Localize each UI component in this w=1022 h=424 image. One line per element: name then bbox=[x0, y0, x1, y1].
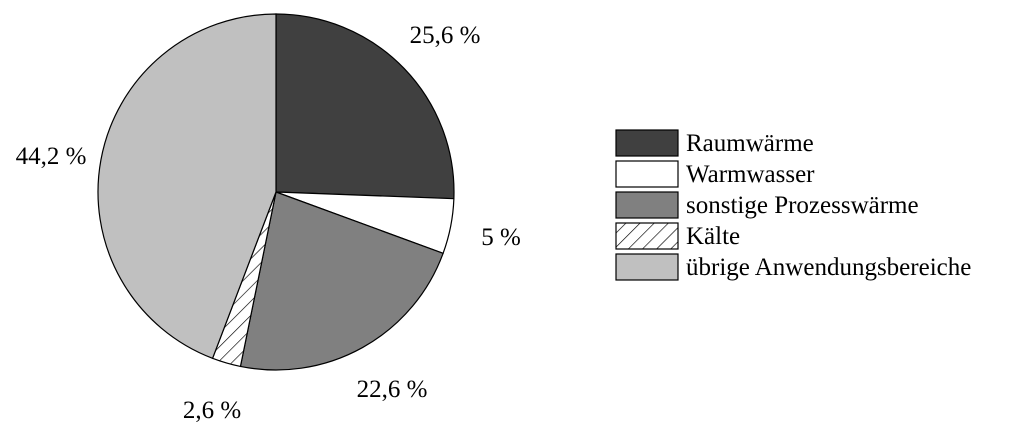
legend-swatch-5 bbox=[615, 253, 679, 281]
slice-value-label-4: 2,6 % bbox=[183, 397, 241, 424]
legend-swatch-4 bbox=[615, 222, 679, 250]
slice-value-label-5: 44,2 % bbox=[16, 143, 87, 170]
legend-label-1: Raumwärme bbox=[686, 130, 814, 157]
legend-swatch-1 bbox=[615, 129, 679, 157]
legend-label-5: übrige Anwendungsbereiche bbox=[686, 254, 971, 281]
pie-slice-5 bbox=[97, 13, 277, 360]
pie-slice-3 bbox=[239, 191, 444, 371]
slice-value-label-2: 5 % bbox=[481, 224, 521, 251]
pie-slice-1 bbox=[275, 13, 455, 200]
legend-label-3: sonstige Prozesswärme bbox=[686, 192, 919, 219]
slice-value-label-3: 22,6 % bbox=[357, 376, 428, 403]
legend: Raumwärme Warmwasser sonstige Prozesswärme… bbox=[615, 129, 971, 281]
slice-labels: 25,6 % 5 % 22,6 % 2,6 % 44,2 % bbox=[16, 22, 521, 424]
legend-swatch-2 bbox=[615, 160, 679, 188]
legend-swatch-3 bbox=[615, 191, 679, 219]
legend-label-2: Warmwasser bbox=[686, 161, 815, 188]
legend-label-4: Kälte bbox=[686, 223, 740, 250]
slice-value-label-1: 25,6 % bbox=[410, 22, 481, 49]
pie-slices bbox=[97, 13, 455, 371]
